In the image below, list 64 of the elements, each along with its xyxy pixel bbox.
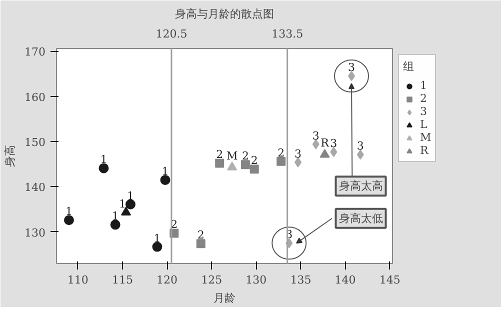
legend-title: 组	[403, 59, 415, 74]
y-tick-label: 150	[24, 136, 46, 150]
annotation: 1	[118, 197, 126, 210]
point	[356, 150, 364, 160]
x-tick-label: 130	[246, 274, 267, 286]
annotation: 3	[330, 136, 338, 150]
point	[160, 174, 170, 185]
legend-label: R	[420, 144, 430, 157]
y-axis-title: 身高	[4, 145, 17, 167]
point	[312, 139, 320, 150]
point	[294, 157, 302, 168]
y-tick-label: 140	[24, 181, 46, 194]
x-tick-label: 115	[112, 274, 133, 286]
annotation: 1	[154, 232, 161, 245]
x-tick-label: 140	[334, 274, 356, 286]
point	[152, 242, 162, 252]
annotation: R	[320, 136, 330, 150]
y-tick-label: 170	[24, 46, 46, 59]
legend-label: L	[420, 118, 428, 131]
ref-line-label: 120.5	[156, 28, 188, 40]
point	[227, 162, 238, 170]
legend-label: 1	[420, 79, 428, 92]
point	[240, 160, 250, 170]
annotation: 3	[348, 61, 356, 74]
annotation: 3	[356, 140, 364, 153]
x-tick-label: 135	[290, 274, 312, 286]
point	[330, 146, 338, 157]
legend-label: M	[420, 131, 432, 144]
x-tick-label: 110	[67, 274, 88, 286]
annotation: 1	[162, 164, 169, 178]
point	[276, 156, 286, 166]
legend-label: 2	[420, 92, 428, 105]
annotation: 身高太低	[338, 212, 383, 225]
point	[320, 148, 330, 158]
y-tick-label: 160	[24, 90, 46, 104]
x-axis-title: 月龄	[214, 292, 236, 304]
annotation: 2	[278, 146, 285, 160]
annotation: 1	[100, 153, 108, 166]
y-tick-label: 130	[24, 226, 46, 240]
annotation: 1	[112, 210, 119, 223]
point	[196, 239, 206, 248]
point	[110, 220, 120, 230]
point	[250, 164, 259, 174]
point	[98, 163, 109, 174]
point	[215, 158, 224, 168]
annotation: 2	[242, 150, 249, 163]
point	[121, 206, 132, 216]
point	[64, 215, 74, 226]
ref-line-label: 133.5	[272, 28, 304, 40]
annotation: M	[226, 149, 238, 162]
x-tick-label: 120	[156, 274, 178, 286]
annotation: 2	[250, 154, 258, 168]
legend-label: 3	[420, 105, 428, 118]
annotation: 2	[197, 228, 204, 242]
x-tick-label: 145	[379, 274, 400, 286]
annotation: 1	[126, 189, 134, 202]
annotation: 3	[294, 147, 302, 160]
annotation: 身高太高	[338, 180, 383, 193]
annotation: 2	[216, 148, 224, 162]
annotation: 3	[312, 129, 320, 142]
x-tick-label: 125	[201, 274, 222, 286]
chart-title: 身高与月龄的散点图	[175, 8, 274, 20]
annotation: 1	[65, 205, 72, 218]
point	[125, 199, 136, 210]
